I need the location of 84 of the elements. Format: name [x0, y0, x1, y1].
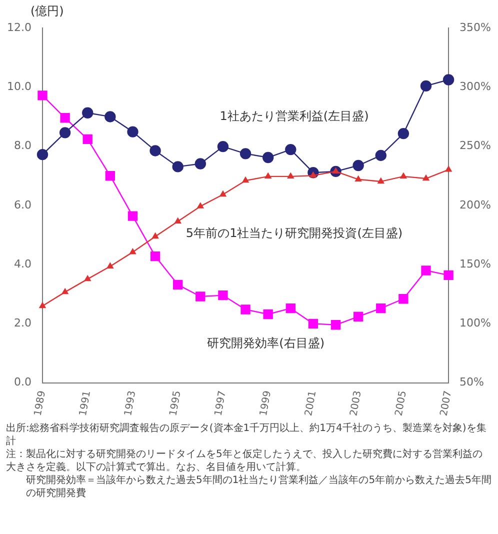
series-label: 5年前の1社当たり研究開発投資(左目盛)	[186, 226, 403, 240]
point	[38, 90, 48, 100]
point	[36, 148, 48, 160]
point	[263, 309, 273, 320]
x-tick-label: 1993	[122, 390, 138, 417]
point	[62, 288, 68, 294]
x-tick-label: 2007	[438, 390, 454, 417]
point	[376, 303, 386, 314]
point	[84, 275, 91, 282]
point	[150, 251, 160, 262]
series-label: 1社あたり営業利益(左目盛)	[220, 108, 369, 123]
point	[355, 176, 362, 182]
point	[172, 161, 184, 172]
point	[174, 218, 182, 224]
point	[400, 172, 407, 179]
x-tick-label: 1997	[213, 390, 228, 417]
point	[217, 140, 229, 152]
point	[59, 127, 71, 138]
point	[106, 262, 114, 268]
point	[286, 303, 296, 314]
point	[240, 148, 252, 160]
point	[130, 248, 136, 254]
point	[152, 232, 158, 239]
y2-tick-label: 100%	[460, 316, 492, 330]
y-tick-label: 12.0	[6, 20, 32, 34]
point	[197, 202, 204, 208]
x-tick-label: 1991	[78, 390, 94, 417]
y2-tick-label: 50%	[460, 376, 484, 389]
y2-tick-label: 300%	[460, 80, 492, 93]
point	[444, 270, 454, 280]
point	[194, 158, 206, 170]
point	[173, 280, 183, 290]
point	[421, 266, 431, 276]
x-tick-label: 2003	[348, 390, 364, 417]
point	[287, 172, 294, 179]
text: 出所:総務省科学技術研究調査報告の原データ(資本金1千万円以上、約1万4千社のうち、製造業を対象)を集計	[6, 422, 488, 448]
point	[308, 318, 318, 329]
point	[262, 152, 274, 164]
x-tick-label: 2001	[303, 390, 319, 417]
point	[105, 171, 116, 181]
text: 研究開発効率＝当該年から数えた過去5年間の1社当たり営業利益／当該年の5年前から数えた過去5年間の研究開発費	[25, 474, 492, 500]
point	[375, 150, 386, 162]
point	[82, 107, 94, 118]
point	[104, 111, 116, 122]
y2-tick-label: 350%	[460, 20, 492, 34]
point	[60, 113, 70, 123]
point	[128, 211, 138, 221]
text: 注：製品化に対する研究開発のリードタイムを5年と仮定したうえで、投入した研究費に対する営業利益の大きさを定義。以下の計算式で算出。なお、名目値を用いて計算。	[6, 448, 484, 474]
y-tick-label: 2.0	[14, 316, 32, 330]
point	[442, 74, 454, 86]
point	[445, 166, 452, 172]
x-tick-label: 1999	[258, 390, 274, 417]
y2-tick-label: 200%	[460, 198, 492, 212]
point	[39, 302, 46, 308]
point	[352, 160, 364, 172]
point	[264, 172, 272, 179]
x-tick-label: 2005	[394, 390, 409, 417]
point	[150, 145, 161, 156]
point	[285, 144, 296, 156]
x-tick-label: 1989	[32, 390, 48, 417]
point	[353, 312, 364, 322]
point	[398, 128, 410, 140]
series-label: 研究開発効率(右目盛)	[207, 336, 325, 350]
y2-tick-label: 150%	[460, 257, 492, 270]
y-tick-label: 8.0	[14, 139, 32, 152]
y2-tick-label: 250%	[460, 139, 492, 152]
point	[420, 80, 432, 92]
y-tick-label: 0.0	[14, 376, 32, 389]
point	[422, 174, 430, 181]
point	[330, 320, 341, 330]
y-tick-label: 6.0	[14, 198, 32, 212]
x-tick-label: 1995	[168, 390, 184, 417]
y-tick-label: 10.0	[6, 80, 32, 93]
point	[378, 178, 384, 184]
point	[196, 292, 206, 302]
point	[218, 290, 228, 300]
y-tick-label: 4.0	[14, 257, 32, 270]
point	[127, 126, 138, 138]
y-axis-title: (億円)	[30, 4, 64, 18]
point	[82, 134, 92, 144]
point	[240, 304, 250, 314]
point	[220, 190, 226, 197]
point	[398, 294, 408, 304]
point	[242, 176, 249, 183]
